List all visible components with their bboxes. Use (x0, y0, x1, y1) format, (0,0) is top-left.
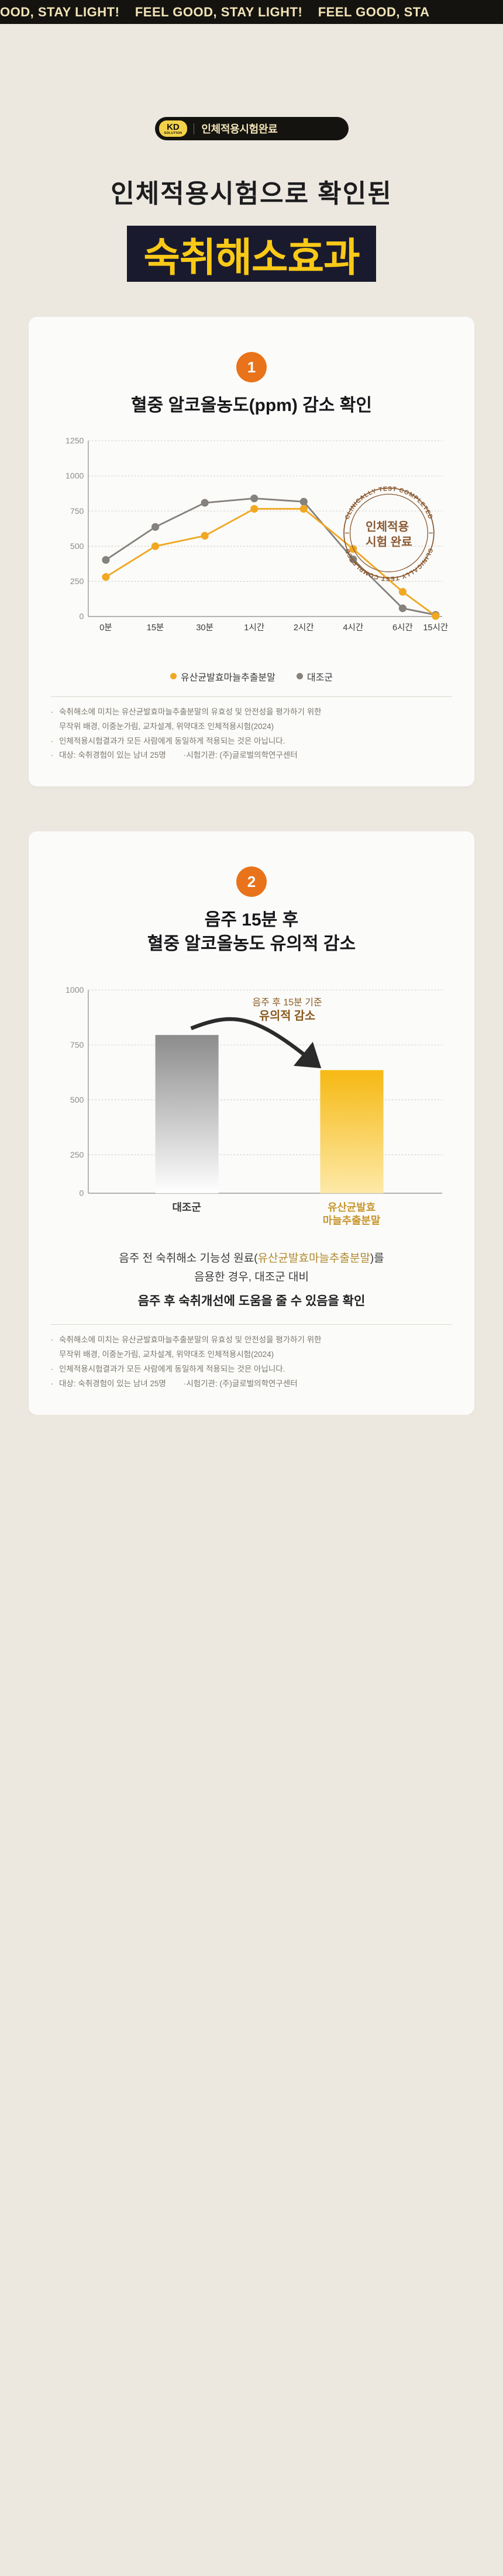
svg-text:마늘추출분말: 마늘추출분말 (323, 1215, 381, 1227)
svg-text:250: 250 (70, 576, 84, 586)
svg-text:CLINICALLY TEST COMPLETED: CLINICALLY TEST COMPLETED (344, 486, 433, 520)
svg-text:15분: 15분 (147, 623, 164, 632)
svg-text:0분: 0분 (99, 623, 112, 632)
svg-text:6시간: 6시간 (392, 622, 413, 632)
svg-text:대조군: 대조군 (172, 1201, 201, 1213)
svg-text:500: 500 (70, 541, 84, 550)
svg-text:1시간: 1시간 (244, 622, 264, 632)
svg-text:음주 후 15분 기준: 음주 후 15분 기준 (252, 997, 322, 1008)
svg-text:2시간: 2시간 (294, 622, 314, 632)
svg-text:4시간: 4시간 (343, 622, 363, 632)
svg-text:인체적용 시험 완료: 인체적용 시험 완료 (366, 520, 412, 548)
svg-text:1000: 1000 (66, 471, 84, 480)
svg-text:유의적 감소: 유의적 감소 (259, 1010, 315, 1023)
svg-text:15시간: 15시간 (423, 622, 448, 632)
svg-text:500: 500 (70, 1095, 84, 1104)
svg-text:유산균발효: 유산균발효 (328, 1201, 375, 1213)
svg-text:750: 750 (70, 1040, 84, 1049)
svg-text:750: 750 (70, 506, 84, 515)
svg-text:0: 0 (80, 1189, 84, 1198)
svg-text:30분: 30분 (196, 623, 213, 632)
svg-text:1250: 1250 (66, 436, 84, 445)
svg-text:1000: 1000 (66, 985, 84, 995)
svg-text:0: 0 (80, 612, 84, 621)
svg-text:250: 250 (70, 1150, 84, 1159)
